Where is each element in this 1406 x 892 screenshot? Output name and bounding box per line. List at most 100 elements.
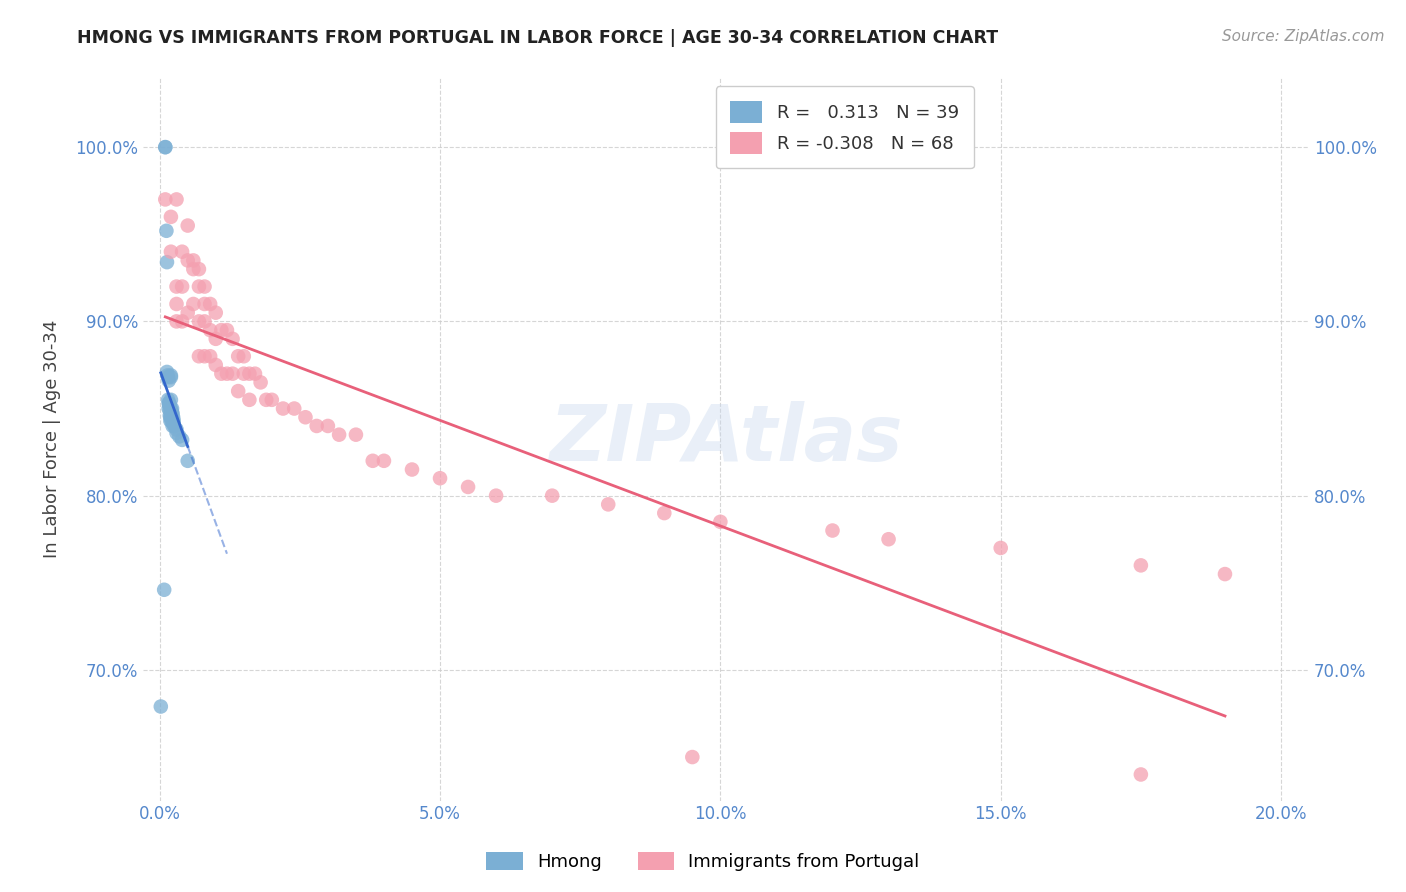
Point <box>162 410 184 425</box>
Point <box>260 392 283 407</box>
Point <box>215 367 238 381</box>
Point <box>243 367 266 381</box>
Point <box>373 454 395 468</box>
Point <box>204 306 226 320</box>
Point <box>283 401 305 416</box>
Point <box>204 332 226 346</box>
Point <box>209 323 232 337</box>
Point <box>153 582 176 597</box>
Point <box>198 323 221 337</box>
Point <box>155 193 177 207</box>
Point <box>160 405 183 419</box>
Point <box>177 253 200 268</box>
Point <box>226 384 249 398</box>
Point <box>1129 767 1152 781</box>
Point <box>541 489 564 503</box>
Point <box>156 368 179 383</box>
Point <box>159 403 181 417</box>
Point <box>238 392 260 407</box>
Point <box>160 401 183 416</box>
Point <box>187 279 209 293</box>
Point <box>166 193 188 207</box>
Point <box>198 297 221 311</box>
Point <box>163 417 186 432</box>
Point <box>160 409 183 423</box>
Point <box>1213 567 1236 582</box>
Point <box>155 140 177 154</box>
Point <box>457 480 479 494</box>
Point <box>160 392 183 407</box>
Point <box>183 297 205 311</box>
Point <box>221 367 243 381</box>
Point <box>172 433 194 447</box>
Point <box>149 699 172 714</box>
Point <box>305 419 328 434</box>
Point <box>709 515 731 529</box>
Point <box>166 314 188 328</box>
Point <box>294 410 316 425</box>
Point <box>877 533 900 547</box>
Point <box>271 401 294 416</box>
Point <box>226 349 249 363</box>
Point <box>159 414 181 428</box>
Point <box>159 410 181 425</box>
Point <box>232 367 254 381</box>
Point <box>209 367 232 381</box>
Point <box>162 419 184 434</box>
Point <box>162 407 184 421</box>
Point <box>157 374 180 388</box>
Point <box>172 314 194 328</box>
Point <box>157 401 180 416</box>
Point <box>160 401 183 416</box>
Point <box>187 262 209 277</box>
Point <box>187 314 209 328</box>
Point <box>160 210 183 224</box>
Point <box>598 497 620 511</box>
Point <box>232 349 254 363</box>
Point <box>177 306 200 320</box>
Text: ZIPAtlas: ZIPAtlas <box>550 401 903 477</box>
Point <box>183 262 205 277</box>
Point <box>328 427 350 442</box>
Point <box>177 219 200 233</box>
Point <box>156 365 179 379</box>
Y-axis label: In Labor Force | Age 30-34: In Labor Force | Age 30-34 <box>44 320 60 558</box>
Point <box>344 427 367 442</box>
Point <box>215 323 238 337</box>
Point <box>249 376 271 390</box>
Point <box>193 349 215 363</box>
Point <box>157 392 180 407</box>
Point <box>990 541 1012 555</box>
Text: HMONG VS IMMIGRANTS FROM PORTUGAL IN LABOR FORCE | AGE 30-34 CORRELATION CHART: HMONG VS IMMIGRANTS FROM PORTUGAL IN LAB… <box>77 29 998 46</box>
Point <box>361 454 384 468</box>
Point <box>160 368 183 383</box>
Point <box>160 244 183 259</box>
Point <box>198 349 221 363</box>
Point <box>157 396 180 410</box>
Point <box>193 314 215 328</box>
Point <box>166 279 188 293</box>
Point <box>160 414 183 428</box>
Point <box>681 750 703 764</box>
Legend: Hmong, Immigrants from Portugal: Hmong, Immigrants from Portugal <box>479 845 927 879</box>
Point <box>155 224 177 238</box>
Legend: R =   0.313   N = 39, R = -0.308   N = 68: R = 0.313 N = 39, R = -0.308 N = 68 <box>716 87 973 169</box>
Point <box>172 244 194 259</box>
Point <box>159 398 181 412</box>
Point <box>157 398 180 412</box>
Point <box>193 279 215 293</box>
Point <box>172 279 194 293</box>
Point <box>316 419 339 434</box>
Point <box>166 425 188 440</box>
Point <box>193 297 215 311</box>
Point <box>169 429 191 443</box>
Point <box>157 396 180 410</box>
Point <box>156 255 179 269</box>
Point <box>429 471 451 485</box>
Point <box>221 332 243 346</box>
Point <box>187 349 209 363</box>
Point <box>163 414 186 428</box>
Point <box>155 140 177 154</box>
Point <box>166 297 188 311</box>
Point <box>159 409 181 423</box>
